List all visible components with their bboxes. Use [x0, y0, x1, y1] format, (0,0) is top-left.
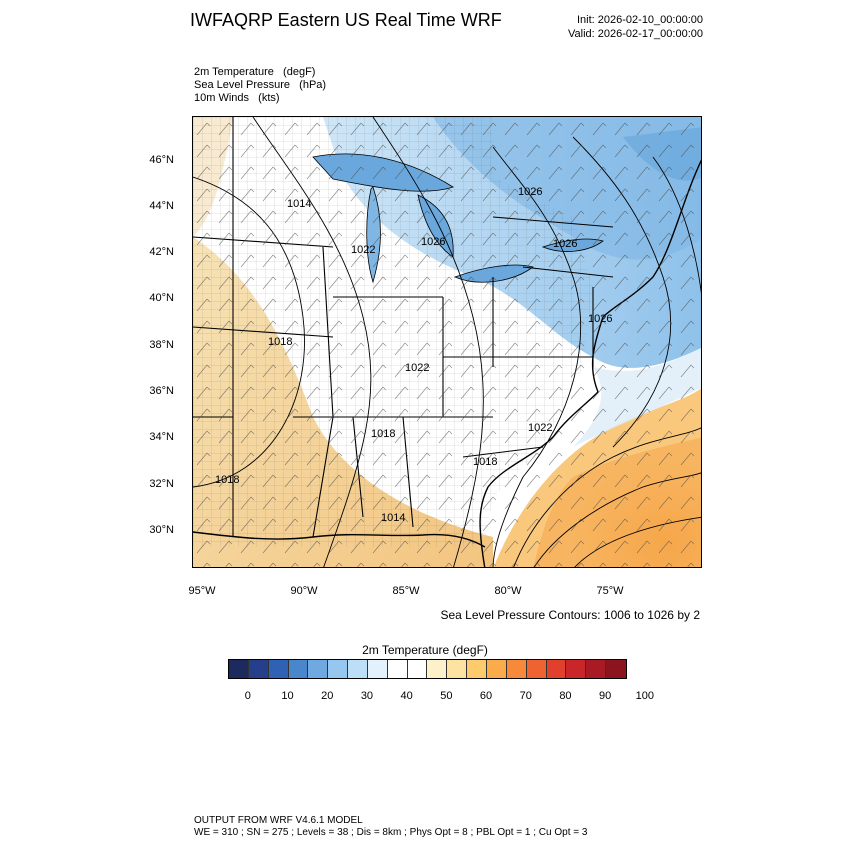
colorbar-tick-label: 90: [599, 690, 612, 702]
colorbar-tick-label: 60: [479, 690, 493, 702]
pressure-label: 1014: [287, 198, 311, 210]
field-winds: 10m Winds (kts): [194, 92, 280, 104]
colorbar-tick-label: 80: [559, 690, 572, 702]
colorbar-swatch: [288, 660, 309, 678]
colorbar-swatch: [229, 660, 249, 678]
plot-title: IWFAQRP Eastern US Real Time WRF: [190, 10, 502, 30]
colorbar-title: 2m Temperature (degF): [362, 643, 488, 657]
colorbar-swatch: [308, 660, 329, 678]
colorbar-tick-label: 0: [244, 690, 251, 702]
map-panel: 1014 1026 1026 1022 1026 1026 1018 1022 …: [192, 116, 702, 568]
colorbar-tick-label: 10: [281, 690, 294, 702]
wind-barbs: [193, 117, 701, 567]
lat-label: 32°N: [149, 478, 174, 490]
lon-label: 80°W: [494, 585, 522, 597]
lat-label: 34°N: [149, 431, 174, 443]
pressure-label: 1022: [405, 362, 429, 374]
colorbar-swatch: [248, 660, 269, 678]
colorbar-tick-label: 70: [519, 690, 532, 702]
colorbar-swatch: [546, 660, 567, 678]
colorbar-swatch: [467, 660, 487, 678]
field-temperature: 2m Temperature (degF): [194, 66, 316, 78]
init-time: Init: 2026-02-10_00:00:00: [577, 14, 703, 26]
colorbar-tick-label: 40: [400, 690, 413, 702]
colorbar-tick-label: 50: [440, 690, 453, 702]
colorbar-swatch: [506, 660, 527, 678]
colorbar-swatch: [407, 660, 428, 678]
lat-label: 36°N: [149, 385, 174, 397]
colorbar-swatch: [447, 660, 468, 678]
colorbar-swatch: [606, 660, 626, 678]
pressure-label: 1018: [473, 456, 497, 468]
pressure-label: 1026: [421, 236, 445, 248]
lon-label: 95°W: [188, 585, 216, 597]
field-list: 2m Temperature (degF) Sea Level Pressure…: [194, 66, 326, 105]
pressure-label: 1018: [371, 428, 395, 440]
run-times: Init: 2026-02-10_00:00:00 Valid: 2026-02…: [568, 13, 703, 41]
colorbar-swatch: [427, 660, 448, 678]
lat-label: 38°N: [149, 339, 174, 351]
contour-note: Sea Level Pressure Contours: 1006 to 102…: [440, 608, 701, 622]
pressure-label: 1022: [528, 422, 552, 434]
colorbar-swatch: [328, 660, 349, 678]
pressure-label: 1014: [381, 512, 405, 524]
lon-label: 90°W: [290, 585, 318, 597]
pressure-label: 1026: [553, 238, 577, 250]
pressure-labels: 1014 1026 1026 1022 1026 1026 1018 1022 …: [215, 186, 612, 524]
lon-label: 85°W: [392, 585, 420, 597]
footer-model: OUTPUT FROM WRF V4.6.1 MODEL: [194, 815, 363, 826]
lat-label: 46°N: [149, 154, 174, 166]
lat-label: 30°N: [149, 524, 174, 536]
lat-label: 44°N: [149, 200, 174, 212]
valid-time: Valid: 2026-02-17_00:00:00: [568, 28, 703, 40]
lat-label: 42°N: [149, 246, 174, 258]
colorbar-swatch: [268, 660, 289, 678]
colorbar-swatch: [566, 660, 587, 678]
weather-map: 1014 1026 1026 1022 1026 1026 1018 1022 …: [193, 117, 701, 567]
colorbar-swatch: [586, 660, 607, 678]
colorbar-swatch: [387, 660, 408, 678]
colorbar-swatch: [348, 660, 368, 678]
field-pressure: Sea Level Pressure (hPa): [194, 79, 327, 91]
footer-settings: WE = 310 ; SN = 275 ; Levels = 38 ; Dis …: [194, 827, 588, 838]
pressure-label: 1022: [351, 244, 375, 256]
pressure-label: 1026: [518, 186, 542, 198]
model-footer: OUTPUT FROM WRF V4.6.1 MODEL WE = 310 ; …: [194, 815, 587, 839]
colorbar-swatch: [367, 660, 388, 678]
pressure-label: 1018: [215, 474, 239, 486]
pressure-label: 1018: [268, 336, 292, 348]
lat-label: 40°N: [149, 292, 174, 304]
colorbar-tick-label: 100: [635, 690, 655, 702]
colorbar-tick-label: 30: [360, 690, 374, 702]
pressure-label: 1026: [588, 313, 612, 325]
colorbar-tick-label: 20: [321, 690, 334, 702]
colorbar-swatch: [486, 660, 507, 678]
colorbar-swatch: [526, 660, 547, 678]
lon-label: 75°W: [596, 585, 624, 597]
temperature-colorbar: [228, 659, 627, 679]
